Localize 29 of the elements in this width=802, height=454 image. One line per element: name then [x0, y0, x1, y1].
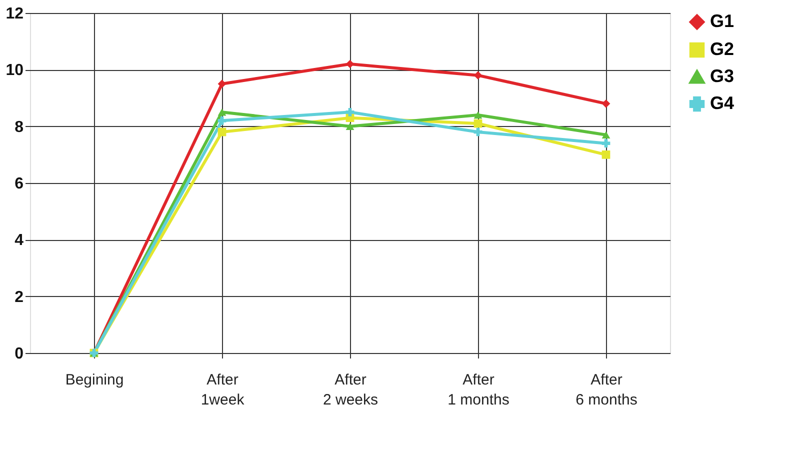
x-tick-label: Begining	[65, 372, 124, 388]
y-tick-label: 0	[14, 346, 24, 362]
point	[602, 139, 610, 148]
point	[474, 119, 482, 128]
x-tick-label: After 1 months	[448, 372, 510, 408]
y-tick-label: 4	[14, 232, 24, 250]
legend-label: G1	[710, 11, 734, 31]
legend-label: G3	[710, 66, 734, 86]
point	[602, 131, 610, 138]
x-tick-label: After 1week	[200, 372, 245, 408]
point	[218, 80, 226, 88]
x-tick-label: After 2 weeks	[322, 372, 378, 408]
legend-label: G4	[710, 93, 734, 113]
point	[474, 111, 482, 119]
y-tick-label: 12	[6, 6, 24, 22]
point	[602, 99, 610, 108]
point	[346, 108, 354, 116]
point	[346, 60, 354, 68]
x-tick-label: After 6 months	[576, 372, 638, 408]
point	[218, 108, 226, 116]
point	[218, 128, 226, 136]
y-tick-label: 6	[14, 176, 24, 192]
y-tick-label: 10	[6, 62, 24, 80]
legend-label: G2	[710, 39, 734, 59]
point	[602, 150, 610, 159]
point	[346, 122, 354, 130]
point	[218, 116, 226, 125]
y-tick-label: 2	[14, 288, 24, 306]
y-tick-label: 8	[14, 118, 24, 136]
